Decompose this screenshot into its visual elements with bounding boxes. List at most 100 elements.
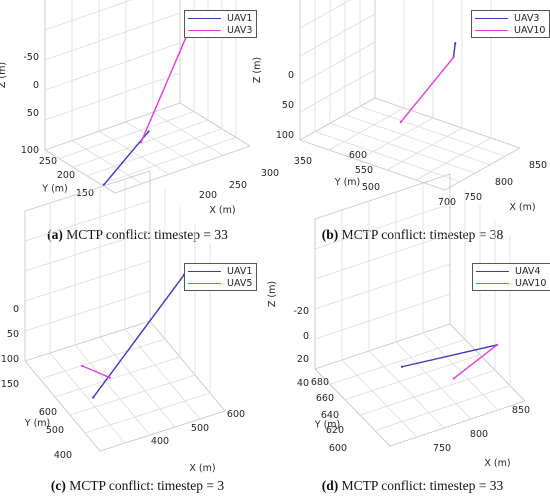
grid-line [359,106,506,157]
grid-line [314,233,451,280]
box-edge [299,97,376,141]
legend-swatch [188,282,221,284]
caption-letter: (d) [321,478,339,493]
box-edge [24,170,151,212]
grid-line [374,385,511,431]
panel-c: 0 50 100 150 400 500 600 400 500 600 Z (m) X (m) Y (… [0,170,275,502]
series-endpoint [452,56,455,59]
grid-line [24,230,151,272]
caption-letter: (b) [321,227,339,242]
grid-line [299,69,376,113]
z-tick-label: 100 [276,130,294,141]
series-endpoint [81,364,84,367]
caption-text: MCTP conflict: timestep = 3 [65,478,225,493]
grid-line [44,0,133,31]
grid-line [329,339,466,385]
z-tick-label: 20 [297,354,309,365]
legend-swatch [188,29,221,31]
box-edge [449,323,526,402]
x-axis-line [99,410,226,452]
box-edge [314,173,451,220]
y-tick-label: 400 [54,450,72,461]
y-tick-label: 600 [329,443,347,454]
x-tick-label: 500 [191,423,209,434]
panel-a: -50050100200250300350150200250Z (m)X (m)… [0,0,312,251]
y-tick-label: 620 [326,425,344,436]
legend-label: UAV3 [514,12,540,24]
y-tick-label: 660 [316,393,334,404]
y-tick-label: 640 [321,410,339,421]
plot-c: 050100150400500600400500600Z (m)X (m)Y (… [1,170,245,474]
x-tick-label: 350 [294,156,312,167]
y-axis-line [24,360,101,452]
grid-line [415,137,492,181]
series-line-uav3 [140,28,191,143]
z-tick-label: 40 [297,378,309,389]
box-edge [44,102,181,151]
grid-line [344,354,481,401]
legend-label: UAV3 [227,24,253,36]
caption-text: MCTP conflict: timestep = 33 [338,478,504,493]
legend-label: UAV4 [515,265,541,277]
z-tick-label: 100 [21,145,39,156]
series-endpoint [495,343,499,347]
legend-a: UAV1 UAV3 [184,10,258,38]
y-tick-label: 150 [76,188,94,199]
grid-line [125,121,197,166]
caption-c: (c) MCTP conflict: timestep = 3 [0,478,275,494]
legend-label: UAV1 [227,12,253,24]
legend-swatch [476,282,509,284]
y-tick-label: 550 [355,165,373,176]
series-line-uav5 [81,365,111,379]
grid-line [328,107,405,151]
grid-line [124,328,201,420]
box-edge [314,323,451,370]
series-line-uav4 [401,344,498,368]
caption-a: (a) MCTP conflict: timestep = 33 [0,227,275,243]
grid-line [69,374,196,416]
grid-line [44,42,181,91]
x-tick-label: 700 [438,197,456,208]
x-axis-label: X (m) [509,202,535,213]
series-line-uav3 [452,43,456,58]
series-endpoint [108,376,111,379]
axis-box [299,0,521,191]
caption-letter: (a) [47,227,63,242]
grid-line [44,72,181,121]
legend-swatch [188,270,221,272]
legend-entry: UAV10 [476,277,546,289]
series-line-uav1 [92,274,185,398]
series-line-uav10 [453,344,498,380]
x-tick-label: 600 [227,409,245,420]
legend-entry: UAV10 [475,24,545,36]
box-edge [179,102,251,147]
caption-letter: (c) [50,478,66,493]
y-tick-label: 680 [311,377,329,388]
y-axis-line [299,139,446,191]
series-endpoint [140,140,143,144]
legend-b: UAV3 UAV10 [471,10,550,38]
legend-label: UAV1 [227,265,253,277]
grid-line [386,127,463,171]
y-tick-label: 500 [46,425,64,436]
plot-a: -50050100200250300350150200250Z (m)X (m)… [0,0,312,216]
grid-line [395,341,472,420]
grid-line [314,203,451,250]
grid-line [24,290,151,332]
legend-label: UAV10 [514,24,546,36]
legend-label: UAV10 [515,277,547,289]
caption-d: (d) MCTP conflict: timestep = 33 [275,478,550,494]
legend-entry: UAV1 [188,12,252,24]
z-tick-label: 50 [282,100,294,111]
y-tick-label: 600 [39,407,57,418]
z-axis-label: Z (m) [267,281,278,307]
z-tick-label: 0 [33,80,39,91]
panel-d: -20 0 20 40 750 800 850 600 620 640 660 680 Z (m) X (… [267,173,550,502]
x-axis-line [444,147,521,191]
legend-swatch [476,270,509,272]
z-tick-label: -20 [293,306,309,317]
x-tick-label: 850 [512,405,530,416]
grid-line [74,344,151,436]
y-tick-label: 250 [39,156,57,167]
y-tick-label: 600 [349,150,367,161]
